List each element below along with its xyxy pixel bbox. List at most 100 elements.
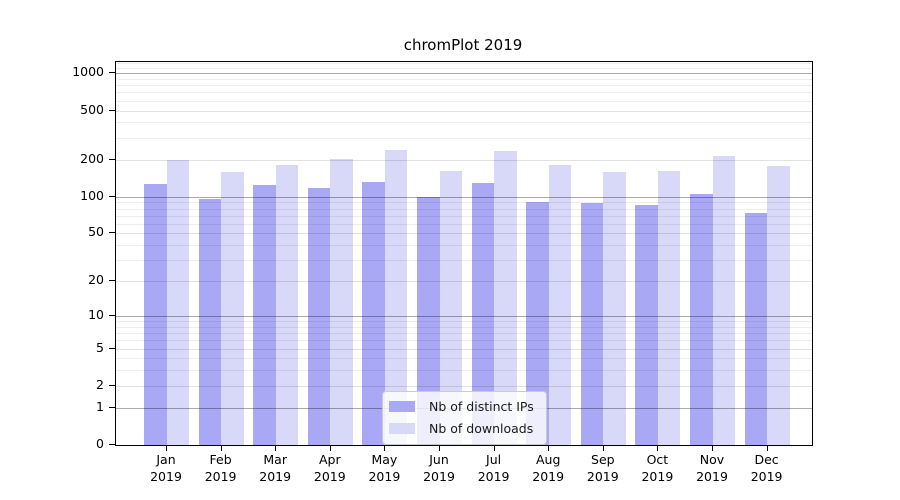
- bar-nb-of-distinct-ips-aug: [526, 202, 549, 445]
- y-tick-5: [109, 347, 115, 349]
- y-tick-label-10: 10: [88, 306, 104, 322]
- x-tick-nov: [712, 445, 713, 451]
- y-tick-label-100: 100: [80, 187, 104, 203]
- x-tick-oct: [657, 445, 659, 451]
- y-gridline-200: [116, 159, 812, 161]
- y-gridline-70: [116, 215, 812, 217]
- y-gridline-1000: [116, 73, 812, 75]
- x-tick-label-jun: Jun 2019: [407, 451, 471, 485]
- y-gridline-4: [116, 358, 812, 360]
- x-tick-label-mar: Mar 2019: [243, 451, 307, 485]
- x-label-month: Apr: [318, 452, 341, 467]
- x-tick-label-oct: Oct 2019: [625, 451, 689, 485]
- y-gridline-1100: [116, 68, 812, 70]
- legend-swatch-downloads: [389, 423, 415, 434]
- y-tick-200: [109, 158, 115, 160]
- x-label-month: May: [371, 452, 398, 467]
- bar-nb-of-downloads-feb: [221, 171, 244, 445]
- bar-nb-of-downloads-jul: [494, 151, 517, 445]
- x-tick-feb: [220, 445, 222, 451]
- x-label-year: 2019: [586, 469, 619, 484]
- bar-nb-of-distinct-ips-jun: [417, 197, 440, 445]
- x-label-month: Mar: [263, 452, 287, 467]
- x-tick-label-jul: Jul 2019: [462, 451, 526, 485]
- y-tick-label-1000: 1000: [72, 64, 104, 80]
- x-tick-label-dec: Dec 2019: [735, 451, 799, 485]
- y-tick-label-50: 50: [88, 224, 104, 240]
- x-label-month: Nov: [699, 452, 725, 467]
- bar-nb-of-downloads-jan: [166, 159, 189, 445]
- y-tick-label-5: 5: [96, 339, 104, 355]
- x-label-month: Jun: [429, 452, 449, 467]
- x-label-year: 2019: [150, 469, 182, 484]
- y-tick-50: [109, 232, 115, 234]
- y-tick-label-1: 1: [96, 398, 104, 414]
- y-tick-0: [109, 444, 115, 445]
- x-label-month: Jan: [156, 452, 176, 467]
- bar-nb-of-distinct-ips-nov: [690, 193, 713, 445]
- chart-title: chromPlot 2019: [403, 36, 523, 54]
- y-gridline-900: [116, 78, 812, 80]
- x-tick-jul: [493, 445, 495, 451]
- y-tick-2: [109, 384, 115, 386]
- x-tick-jun: [439, 445, 440, 451]
- bar-nb-of-distinct-ips-jul: [471, 182, 495, 445]
- y-gridline-500: [116, 110, 812, 112]
- x-tick-apr: [329, 445, 331, 451]
- y-tick-500: [109, 109, 115, 111]
- x-tick-label-aug: Aug 2019: [516, 451, 580, 485]
- y-gridline-50: [116, 233, 812, 235]
- y-tick-label-500: 500: [80, 101, 104, 117]
- y-gridline-3: [116, 370, 812, 372]
- x-label-year: 2019: [696, 469, 728, 484]
- x-tick-mar: [275, 445, 277, 451]
- y-gridline-400: [116, 122, 812, 124]
- y-tick-100: [109, 195, 115, 197]
- x-label-year: 2019: [259, 469, 292, 484]
- y-tick-label-20: 20: [88, 272, 104, 288]
- x-tick-sep: [602, 445, 604, 451]
- y-gridline-10: [116, 315, 812, 317]
- bar-nb-of-distinct-ips-dec: [744, 212, 768, 445]
- x-tick-dec: [766, 445, 768, 451]
- x-label-year: 2019: [423, 469, 455, 484]
- y-gridline-6: [116, 340, 812, 342]
- x-label-year: 2019: [641, 469, 674, 484]
- y-gridline-7: [116, 333, 812, 335]
- legend: Nb of distinct IPs Nb of downloads: [382, 391, 547, 445]
- y-gridline-30: [116, 260, 812, 262]
- y-tick-label-200: 200: [80, 150, 104, 166]
- y-gridline-8: [116, 326, 812, 328]
- bar-nb-of-downloads-aug: [548, 165, 572, 445]
- plot-area: Nb of distinct IPs Nb of downloads: [115, 61, 813, 446]
- x-label-year: 2019: [477, 469, 510, 484]
- x-label-month: Sep: [591, 452, 615, 467]
- y-gridline-80: [116, 208, 812, 210]
- x-label-year: 2019: [750, 469, 783, 484]
- bar-nb-of-distinct-ips-oct: [635, 204, 658, 445]
- bar-nb-of-downloads-apr: [330, 158, 353, 445]
- y-tick-label-0: 0: [96, 436, 104, 451]
- legend-label-downloads: Nb of downloads: [429, 421, 534, 436]
- bar-nb-of-distinct-ips-apr: [307, 188, 331, 445]
- legend-label-distinct-ips: Nb of distinct IPs: [429, 399, 534, 414]
- y-gridline-40: [116, 245, 812, 247]
- y-gridline-300: [116, 137, 812, 139]
- legend-swatch-distinct-ips: [389, 401, 415, 412]
- y-gridline-1200: [116, 63, 812, 65]
- bar-nb-of-downloads-oct: [657, 170, 681, 445]
- x-tick-aug: [548, 445, 550, 451]
- x-label-year: 2019: [368, 469, 401, 484]
- bar-nb-of-distinct-ips-sep: [580, 202, 604, 445]
- y-tick-1000: [109, 72, 115, 74]
- bar-nb-of-distinct-ips-mar: [253, 185, 276, 445]
- x-tick-label-apr: Apr 2019: [298, 451, 362, 485]
- x-tick-label-jan: Jan 2019: [134, 451, 198, 485]
- y-gridline-9: [116, 321, 812, 323]
- y-tick-1: [109, 406, 115, 408]
- y-gridline-90: [116, 202, 812, 204]
- x-label-year: 2019: [532, 469, 565, 484]
- x-label-year: 2019: [313, 469, 346, 484]
- bar-nb-of-downloads-may: [384, 150, 408, 445]
- x-tick-label-sep: Sep 2019: [571, 451, 635, 485]
